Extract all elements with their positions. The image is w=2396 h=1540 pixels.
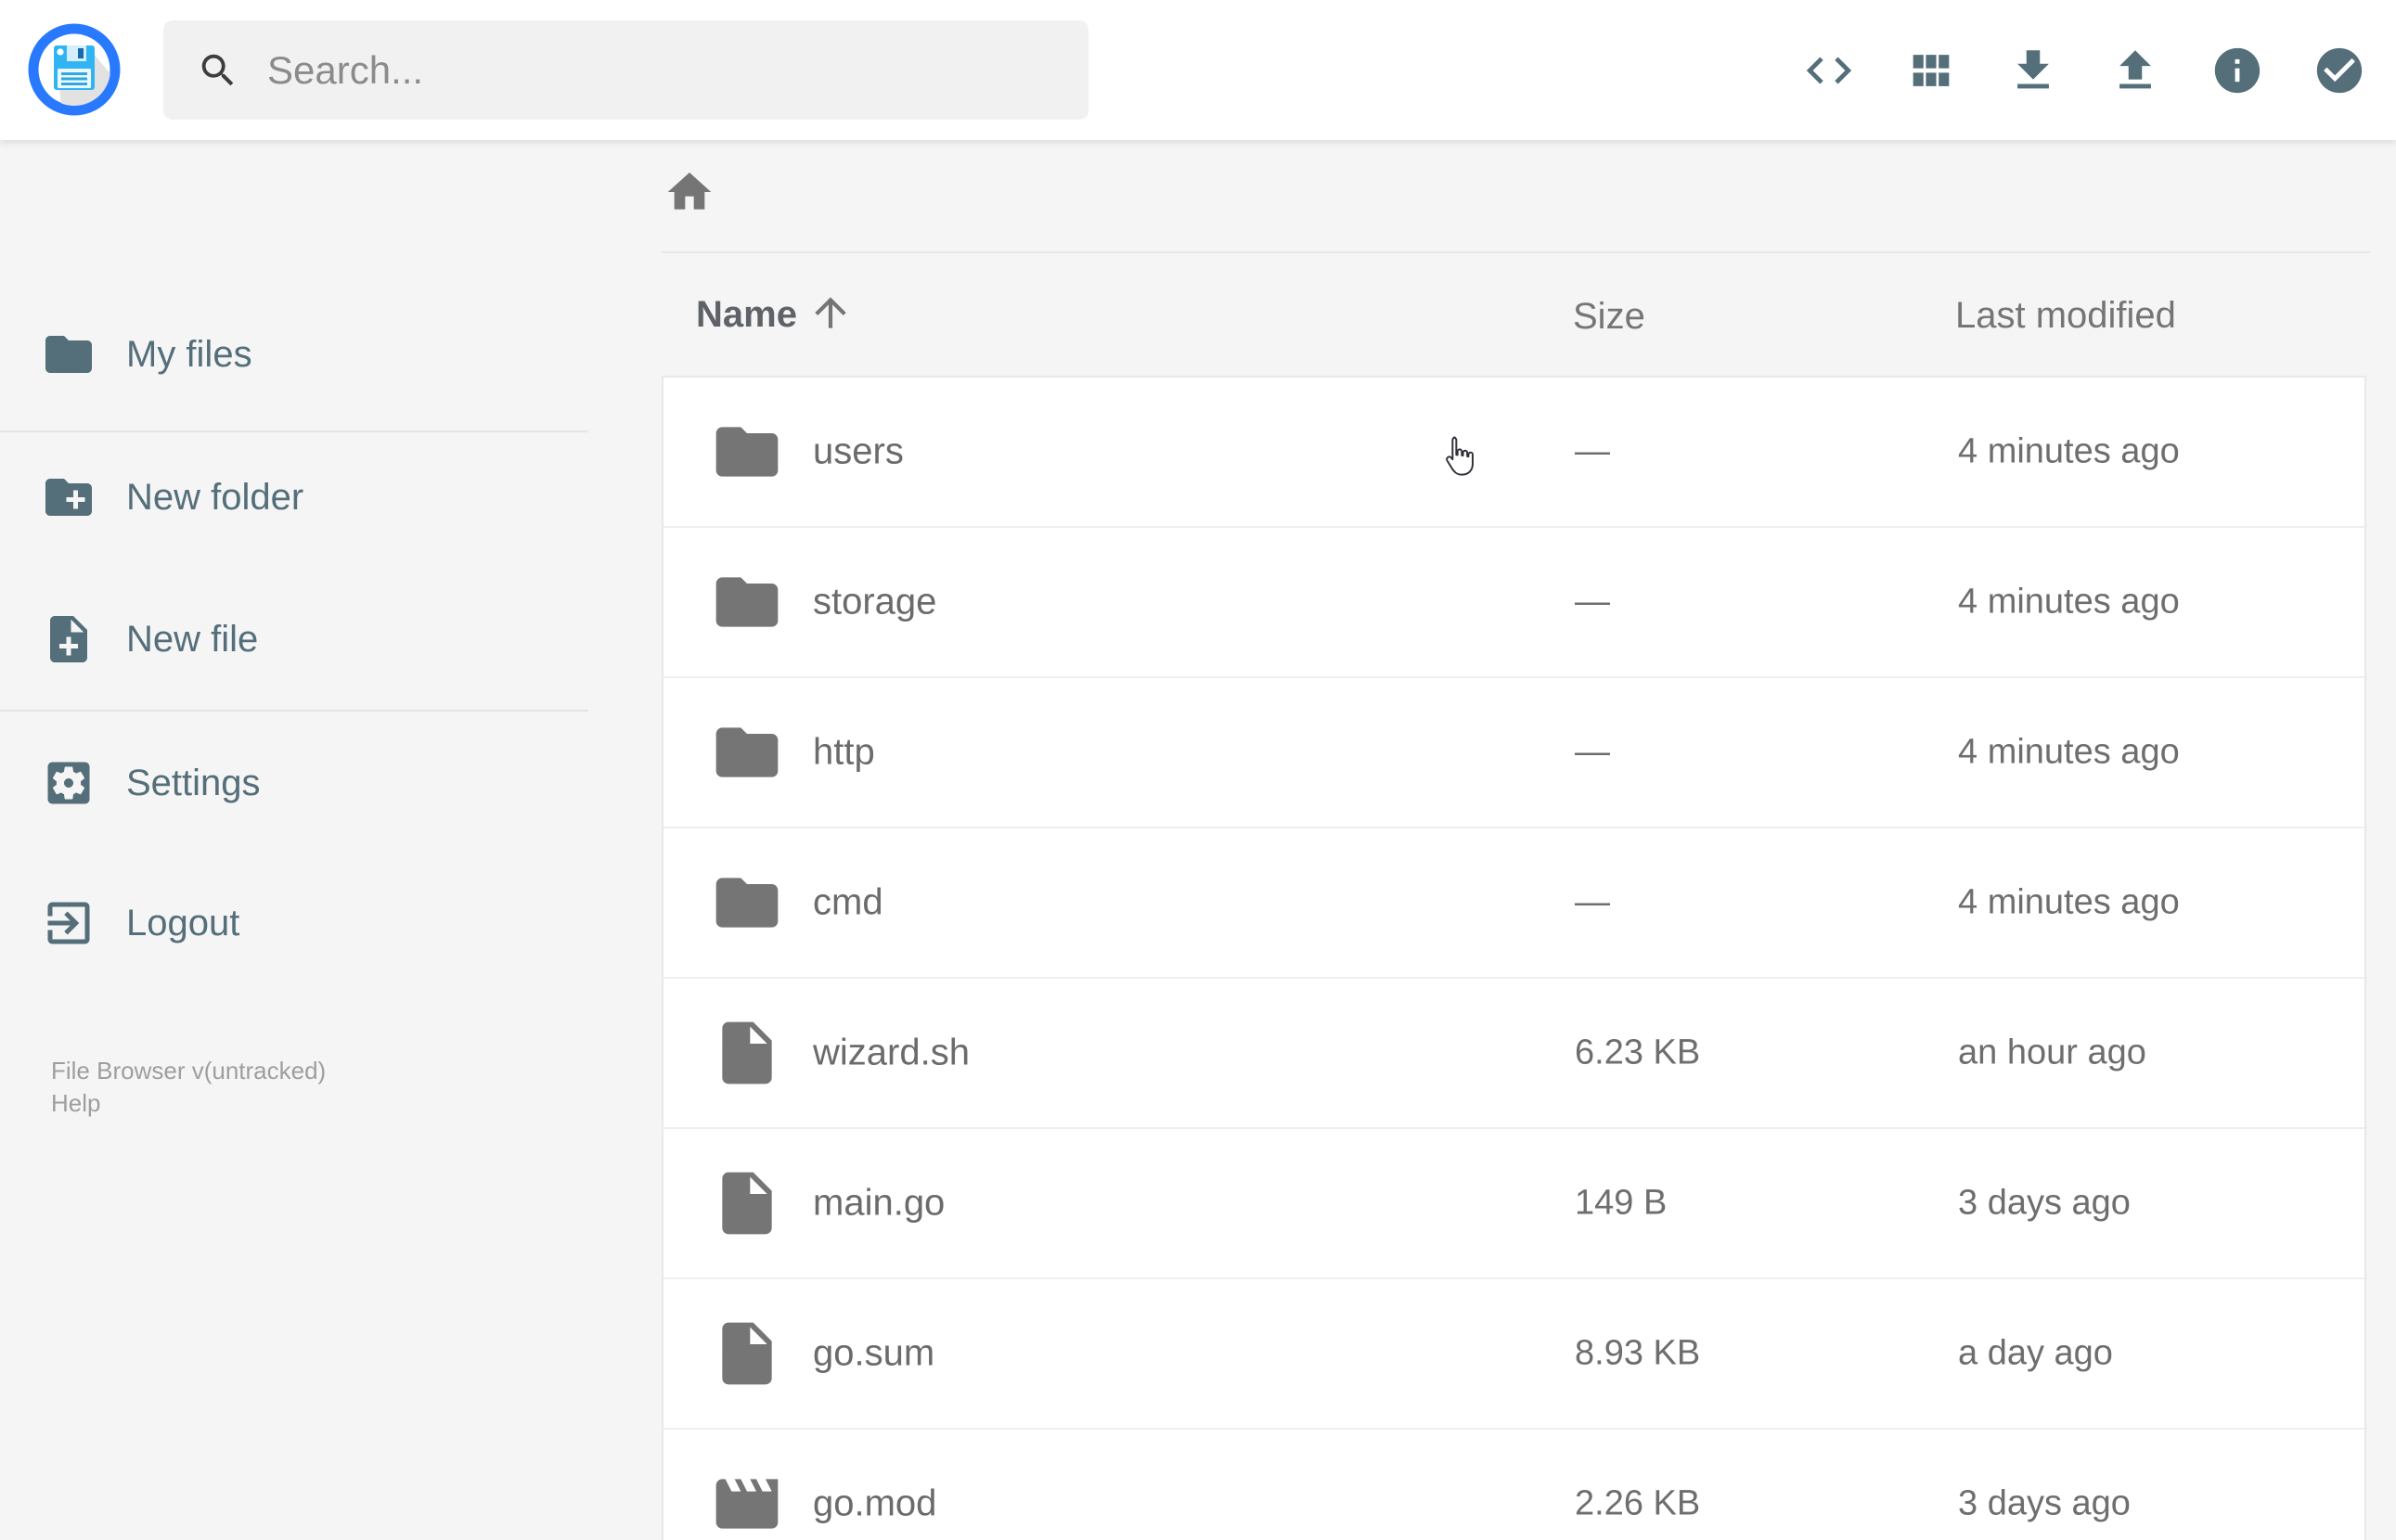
upload-icon	[2119, 49, 2151, 88]
shell-button[interactable]	[1802, 44, 1856, 97]
folder-icon	[715, 427, 779, 477]
sidebar-divider	[0, 710, 588, 712]
sidebar-item-new-folder[interactable]: New folder	[0, 442, 588, 553]
file-name: cmd	[813, 881, 883, 923]
file-listing: users — 4 minutes ago storage — 4 minute…	[662, 376, 2366, 1540]
movie-icon	[715, 1479, 779, 1529]
column-header-size[interactable]: Size	[1573, 296, 1645, 337]
file-name: wizard.sh	[813, 1032, 970, 1073]
sidebar-item-my-files[interactable]: My files	[0, 299, 588, 410]
file-size: 2.26 KB	[1575, 1483, 1701, 1523]
file-name: go.mod	[813, 1482, 937, 1524]
code-icon	[1806, 57, 1852, 83]
file-modified: 4 minutes ago	[1958, 882, 2180, 922]
download-button[interactable]	[2006, 44, 2060, 97]
upload-button[interactable]	[2108, 44, 2162, 97]
table-row[interactable]: cmd — 4 minutes ago	[663, 828, 2364, 979]
file-modified: 3 days ago	[1958, 1483, 2131, 1523]
floppy-disk-logo	[28, 23, 121, 116]
file-name: storage	[813, 581, 937, 622]
search-bar[interactable]	[163, 20, 1089, 120]
file-name: http	[813, 731, 875, 773]
sidebar-item-label: Settings	[126, 762, 261, 803]
sidebar-item-label: New folder	[126, 476, 304, 518]
table-row[interactable]: storage — 4 minutes ago	[663, 528, 2364, 678]
file-list-rows: users — 4 minutes ago storage — 4 minute…	[663, 378, 2364, 1540]
file-icon	[722, 1021, 772, 1084]
file-name: users	[813, 430, 904, 472]
select-multiple-button[interactable]	[2312, 44, 2366, 97]
sidebar-item-label: New file	[126, 618, 259, 660]
header-actions	[1802, 0, 2366, 140]
folder-icon	[715, 878, 779, 928]
table-row[interactable]: go.mod 2.26 KB 3 days ago	[663, 1430, 2364, 1540]
breadcrumb-divider	[662, 251, 2370, 253]
table-row[interactable]: http — 4 minutes ago	[663, 678, 2364, 828]
folder-icon	[45, 336, 92, 373]
info-button[interactable]	[2210, 44, 2264, 97]
file-name: main.go	[813, 1182, 946, 1224]
sidebar-item-label: My files	[126, 333, 252, 375]
table-row[interactable]: wizard.sh 6.23 KB an hour ago	[663, 979, 2364, 1129]
logout-icon	[47, 902, 90, 944]
file-size: 149 B	[1575, 1183, 1668, 1223]
column-header-name[interactable]: Name	[696, 294, 797, 335]
folder-icon	[715, 577, 779, 627]
version-text[interactable]: File Browser v(untracked)	[51, 1057, 327, 1084]
file-modified: 3 days ago	[1958, 1183, 2131, 1223]
new-file-icon	[50, 616, 87, 662]
check-circle-icon	[2316, 47, 2363, 93]
info-icon	[2214, 47, 2261, 93]
new-folder-icon	[45, 479, 92, 516]
grid-view-icon	[1913, 54, 1950, 86]
file-size: —	[1575, 582, 1610, 622]
table-row[interactable]: go.sum 8.93 KB a day ago	[663, 1279, 2364, 1430]
file-modified: 4 minutes ago	[1958, 431, 2180, 471]
folder-icon	[715, 727, 779, 777]
help-link[interactable]: Help	[51, 1089, 101, 1117]
column-header-last-modified[interactable]: Last modified	[1955, 295, 2176, 336]
home-icon[interactable]	[663, 166, 715, 218]
sidebar: My files New folder New file Settings Lo…	[0, 140, 588, 1540]
sidebar-item-label: Logout	[126, 902, 240, 943]
file-modified: 4 minutes ago	[1958, 732, 2180, 772]
file-modified: a day ago	[1958, 1333, 2113, 1373]
app-header	[0, 0, 2396, 140]
table-row[interactable]: main.go 149 B 3 days ago	[663, 1129, 2364, 1279]
table-row[interactable]: users — 4 minutes ago	[663, 378, 2364, 528]
file-modified: an hour ago	[1958, 1033, 2146, 1072]
settings-icon	[47, 762, 90, 804]
sidebar-footer: File Browser v(untracked) Help	[51, 1055, 326, 1120]
search-icon	[201, 54, 234, 85]
file-size: —	[1575, 732, 1610, 772]
sidebar-divider	[0, 430, 588, 432]
file-icon	[722, 1322, 772, 1385]
download-icon	[2017, 49, 2049, 88]
sidebar-item-logout[interactable]: Logout	[0, 867, 588, 979]
sidebar-item-settings[interactable]: Settings	[0, 727, 588, 839]
file-icon	[722, 1172, 772, 1235]
file-size: —	[1575, 431, 1610, 471]
file-modified: 4 minutes ago	[1958, 582, 2180, 622]
file-name: go.sum	[813, 1332, 935, 1374]
arrow-up-icon[interactable]	[807, 289, 854, 336]
switch-view-button[interactable]	[1904, 44, 1958, 97]
file-size: 6.23 KB	[1575, 1033, 1701, 1072]
file-size: —	[1575, 882, 1610, 922]
search-input[interactable]	[267, 47, 1089, 93]
file-size: 8.93 KB	[1575, 1333, 1701, 1373]
sidebar-item-new-file[interactable]: New file	[0, 584, 588, 695]
